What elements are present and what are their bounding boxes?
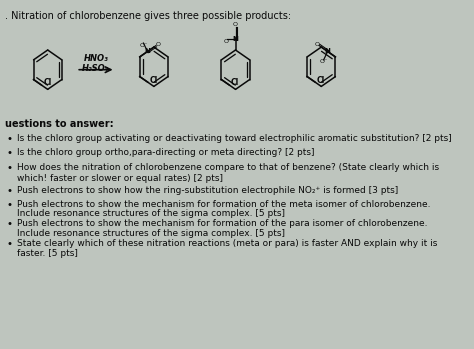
Text: •: •	[7, 186, 13, 196]
Text: Include resonance structures of the sigma complex. [5 pts]: Include resonance structures of the sigm…	[18, 229, 285, 238]
Text: •: •	[7, 200, 13, 210]
Text: N: N	[233, 36, 238, 42]
Text: Cl: Cl	[44, 79, 52, 88]
Text: Cl: Cl	[231, 79, 239, 88]
Text: O⁻: O⁻	[223, 39, 232, 44]
Text: N: N	[145, 49, 150, 54]
Text: •: •	[7, 148, 13, 158]
Text: •: •	[7, 163, 13, 173]
Text: uestions to answer:: uestions to answer:	[5, 119, 114, 129]
Text: O⁻: O⁻	[139, 43, 147, 47]
Text: N: N	[325, 49, 330, 54]
Text: faster. [5 pts]: faster. [5 pts]	[18, 249, 78, 258]
Text: State clearly which of these nitration reactions (meta or para) is faster AND ex: State clearly which of these nitration r…	[18, 239, 438, 248]
Text: Is the chloro group ortho,para-directing or meta directing? [2 pts]: Is the chloro group ortho,para-directing…	[18, 148, 315, 157]
Text: Push electrons to show the mechanism for formation of the para isomer of chlorob: Push electrons to show the mechanism for…	[18, 219, 428, 228]
Text: •: •	[7, 134, 13, 144]
Text: H₂SO₄: H₂SO₄	[82, 64, 109, 73]
Text: •: •	[7, 239, 13, 249]
Text: Push electrons to show how the ring-substitution electrophile NO₂⁺ is formed [3 : Push electrons to show how the ring-subs…	[18, 186, 399, 195]
Text: How does the nitration of chlorobenzene compare to that of benzene? (State clear: How does the nitration of chlorobenzene …	[18, 163, 439, 172]
Text: O: O	[315, 42, 319, 47]
Text: . Nitration of chlorobenzene gives three possible products:: . Nitration of chlorobenzene gives three…	[5, 11, 292, 21]
Text: Include resonance structures of the sigma complex. [5 pts]: Include resonance structures of the sigm…	[18, 209, 285, 218]
Text: Push electrons to show the mechanism for formation of the meta isomer of chlorob: Push electrons to show the mechanism for…	[18, 200, 431, 209]
Text: Cl: Cl	[149, 75, 157, 84]
Text: HNO₃: HNO₃	[83, 54, 108, 64]
Text: O: O	[233, 22, 238, 27]
Text: O⁻: O⁻	[319, 59, 328, 65]
Text: O: O	[155, 42, 161, 47]
Text: which! faster or slower or equal rates) [2 pts]: which! faster or slower or equal rates) …	[18, 174, 223, 183]
Text: Cl: Cl	[317, 75, 325, 84]
Text: Is the chloro group activating or deactivating toward electrophilic aromatic sub: Is the chloro group activating or deacti…	[18, 134, 452, 143]
Text: •: •	[7, 219, 13, 229]
